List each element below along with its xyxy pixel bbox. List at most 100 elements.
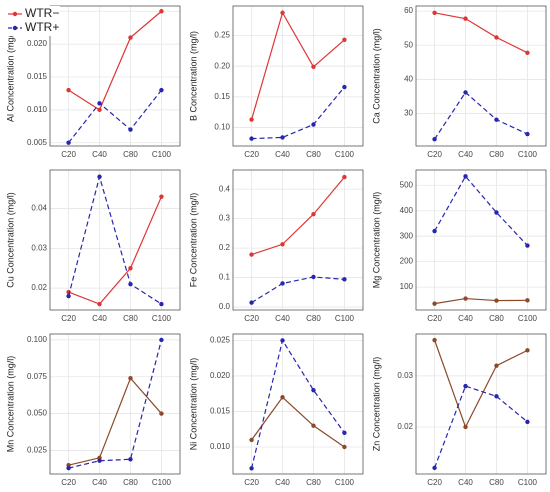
y-tick-label: 0.15 <box>214 92 230 101</box>
series-line <box>434 297 528 305</box>
point <box>97 107 102 113</box>
x-tick-label: C100 <box>518 150 538 159</box>
x-tick-label: C20 <box>61 314 76 323</box>
point <box>463 174 468 179</box>
x-tick-label: C40 <box>275 478 290 487</box>
point <box>128 376 133 381</box>
y-tick-label: 0.4 <box>219 184 231 193</box>
point <box>159 87 164 93</box>
x-tick-label: C40 <box>92 478 107 487</box>
legend-label: WTR+ <box>25 20 59 34</box>
y-tick-label: 0.010 <box>27 105 48 114</box>
point <box>97 458 102 463</box>
y-axis-label: Fe Concentration (mg/l) <box>188 193 198 288</box>
series-line <box>251 86 345 140</box>
point <box>128 281 133 287</box>
y-tick-label: 0.3 <box>219 214 231 223</box>
y-tick-label: 0.025 <box>210 336 231 345</box>
plot-frame <box>232 169 364 311</box>
y-tick-label: 0.075 <box>27 372 48 381</box>
y-tick-label: 0.100 <box>27 335 48 344</box>
y-tick-label: 0.03 <box>397 371 413 380</box>
y-tick-label: 0.1 <box>219 273 231 282</box>
point <box>432 136 437 142</box>
x-tick-label: C80 <box>489 478 504 487</box>
point <box>159 194 164 199</box>
point <box>128 35 133 40</box>
point <box>66 465 71 471</box>
plot-frame <box>49 333 181 475</box>
point <box>342 37 347 42</box>
x-tick-label: C100 <box>152 150 172 159</box>
x-tick-label: C40 <box>92 314 107 323</box>
y-tick-label: 50 <box>404 40 413 49</box>
x-tick-label: C80 <box>123 314 138 323</box>
y-tick-label: 0.20 <box>214 61 230 70</box>
y-tick-label: 0.020 <box>210 371 231 380</box>
y-tick-label: 40 <box>404 75 413 84</box>
series-line <box>68 10 162 111</box>
point <box>525 243 530 248</box>
point <box>525 419 530 425</box>
series-line <box>68 196 162 305</box>
point <box>311 423 316 428</box>
legend-box <box>6 6 60 36</box>
y-tick-label: 0.010 <box>210 442 231 451</box>
point <box>494 363 499 368</box>
x-tick-label: C80 <box>123 478 138 487</box>
series-line <box>250 11 345 120</box>
point <box>342 174 347 180</box>
x-tick-label: C100 <box>152 478 172 487</box>
y-tick-label: 60 <box>404 6 413 15</box>
point <box>159 9 164 14</box>
y-tick-label: 0.025 <box>27 446 48 455</box>
point <box>525 131 530 137</box>
plot-frame <box>232 333 364 475</box>
x-tick-label: C20 <box>61 150 76 159</box>
y-tick-label: 0.25 <box>214 31 230 40</box>
plot-frame <box>49 169 181 311</box>
point <box>66 140 71 145</box>
x-tick-label: C80 <box>306 314 321 323</box>
legend-dot <box>12 25 18 31</box>
x-tick-label: C40 <box>275 150 290 159</box>
x-tick-label: C20 <box>61 478 76 487</box>
x-tick-label: C80 <box>489 150 504 159</box>
plot-frame <box>232 5 364 147</box>
x-tick-label: C40 <box>458 150 473 159</box>
y-tick-label: 0.10 <box>214 123 230 132</box>
y-tick-label: 0.0 <box>219 302 231 311</box>
point <box>311 122 316 127</box>
point <box>280 135 285 140</box>
x-tick-label: C80 <box>123 150 138 159</box>
point <box>525 348 530 353</box>
y-tick-label: 0.005 <box>27 138 48 147</box>
point <box>342 430 347 435</box>
plot-frame <box>415 169 547 311</box>
y-axis-label: Ca Concentration (mg/l) <box>371 28 381 124</box>
x-tick-label: C100 <box>335 314 355 323</box>
y-axis-label: Ni Concentration (mg/l) <box>188 358 198 451</box>
x-tick-label: C20 <box>427 150 442 159</box>
y-axis-label: Cu Concentration (mg/l) <box>5 192 15 288</box>
y-tick-label: 400 <box>400 206 414 215</box>
point <box>66 293 71 299</box>
x-tick-label: C100 <box>335 150 355 159</box>
point <box>97 101 102 106</box>
y-tick-label: 500 <box>400 180 414 189</box>
x-tick-label: C40 <box>458 478 473 487</box>
series-line <box>68 339 163 469</box>
point <box>494 394 499 399</box>
point <box>249 300 254 305</box>
point <box>525 298 530 303</box>
series-line <box>434 339 528 429</box>
legend-dot <box>12 11 18 17</box>
plot-frame <box>415 333 547 475</box>
point <box>280 281 285 286</box>
point <box>159 301 164 307</box>
y-tick-label: 100 <box>400 282 414 291</box>
series-line <box>67 174 162 305</box>
point <box>494 298 499 303</box>
point <box>128 127 133 132</box>
series-line <box>434 385 528 469</box>
